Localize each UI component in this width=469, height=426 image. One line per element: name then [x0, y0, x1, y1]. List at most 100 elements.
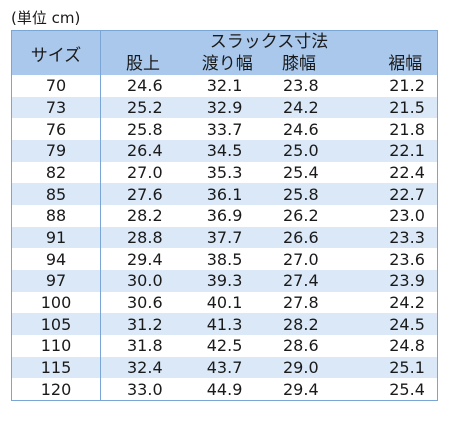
rise-cell: 27.6 — [100, 183, 185, 205]
rise-cell: 32.4 — [100, 356, 185, 379]
hem-width-cell: 23.0 — [353, 204, 438, 227]
hem-width-cell: 24.8 — [353, 334, 438, 357]
knee-width-cell: 28.6 — [269, 334, 354, 357]
size-cell: 100 — [11, 291, 101, 314]
rise-cell: 25.2 — [100, 96, 185, 119]
hem-width-cell: 21.8 — [353, 118, 438, 140]
unit-note: (単位 cm) — [11, 9, 81, 27]
hem-width-cell: 22.4 — [353, 161, 438, 184]
hem-width-cell: 22.7 — [353, 183, 438, 205]
rise-cell: 24.6 — [100, 75, 185, 97]
table-row: 94 29.4 38.5 27.0 23.6 — [11, 248, 438, 270]
knee-width-cell: 26.6 — [269, 226, 354, 249]
size-column-header: サイズ — [11, 30, 101, 75]
thigh-width-cell: 34.5 — [184, 139, 269, 162]
table-row: 82 27.0 35.3 25.4 22.4 — [11, 161, 438, 184]
table-row: 76 25.8 33.7 24.6 21.8 — [11, 118, 438, 140]
size-cell: 88 — [11, 204, 101, 227]
knee-width-cell: 27.4 — [269, 269, 354, 292]
hem-width-cell: 25.1 — [353, 356, 438, 379]
knee-width-cell: 29.0 — [269, 356, 354, 379]
hem-width-cell: 21.2 — [353, 75, 438, 97]
thigh-width-cell: 44.9 — [184, 378, 269, 401]
table-row: 110 31.8 42.5 28.6 24.8 — [11, 334, 438, 357]
size-cell: 105 — [11, 313, 101, 335]
table-row: 85 27.6 36.1 25.8 22.7 — [11, 183, 438, 205]
hem-width-cell: 24.2 — [353, 291, 438, 314]
rise-cell: 30.6 — [100, 291, 185, 314]
hem-width-cell: 24.5 — [353, 313, 438, 335]
rise-cell: 25.8 — [100, 118, 185, 140]
knee-width-cell: 28.2 — [269, 313, 354, 335]
rise-cell: 31.2 — [100, 313, 185, 335]
rise-cell: 30.0 — [100, 269, 185, 292]
size-cell: 76 — [11, 118, 101, 140]
table-body: 70 24.6 32.1 23.8 21.2 73 25.2 32.9 24.2 21.5 76 25… — [11, 75, 438, 401]
hem-width-cell: 25.4 — [353, 378, 438, 401]
rise-cell: 28.8 — [100, 226, 185, 249]
hem-width-cell: 21.5 — [353, 96, 438, 119]
table-row: 97 30.0 39.3 27.4 23.9 — [11, 269, 438, 292]
table-row: 115 32.4 43.7 29.0 25.1 — [11, 356, 438, 379]
rise-cell: 33.0 — [100, 378, 185, 401]
knee-width-cell: 24.6 — [269, 118, 354, 140]
knee-width-cell: 25.4 — [269, 161, 354, 184]
rise-cell: 28.2 — [100, 204, 185, 227]
slacks-dimensions-header: スラックス寸法 — [100, 30, 438, 53]
table-row: 73 25.2 32.9 24.2 21.5 — [11, 96, 438, 119]
thigh-width-cell: 33.7 — [184, 118, 269, 140]
thigh-width-cell: 42.5 — [184, 334, 269, 357]
size-cell: 79 — [11, 139, 101, 162]
thigh-width-cell: 36.9 — [184, 204, 269, 227]
hem-width-cell: 23.9 — [353, 269, 438, 292]
table-row: 79 26.4 34.5 25.0 22.1 — [11, 139, 438, 162]
slacks-size-table: サイズ スラックス寸法 股上 渡り幅 膝幅 裾幅 70 24.6 32.1 23.8 2… — [11, 30, 438, 401]
knee-width-cell: 24.2 — [269, 96, 354, 119]
thigh-width-cell: 39.3 — [184, 269, 269, 292]
thigh-width-cell: 40.1 — [184, 291, 269, 314]
table-row: 70 24.6 32.1 23.8 21.2 — [11, 75, 438, 97]
size-cell: 91 — [11, 226, 101, 249]
header-row-columns: 股上 渡り幅 膝幅 裾幅 — [12, 53, 438, 75]
knee-width-cell: 29.4 — [269, 378, 354, 401]
table-header: サイズ スラックス寸法 股上 渡り幅 膝幅 裾幅 — [11, 30, 438, 75]
size-cell: 73 — [11, 96, 101, 119]
rise-cell: 29.4 — [100, 248, 185, 270]
table-row: 120 33.0 44.9 29.4 25.4 — [11, 378, 438, 401]
rise-cell: 31.8 — [100, 334, 185, 357]
thigh-width-cell: 43.7 — [184, 356, 269, 379]
rise-cell: 26.4 — [100, 139, 185, 162]
knee-width-cell: 23.8 — [269, 75, 354, 97]
column-header-knee-width: 膝幅 — [269, 53, 354, 75]
hem-width-cell: 23.3 — [353, 226, 438, 249]
thigh-width-cell: 32.9 — [184, 96, 269, 119]
column-header-hem-width: 裾幅 — [353, 53, 438, 75]
table-row: 88 28.2 36.9 26.2 23.0 — [11, 204, 438, 227]
thigh-width-cell: 38.5 — [184, 248, 269, 270]
size-cell: 70 — [11, 75, 101, 97]
knee-width-cell: 25.8 — [269, 183, 354, 205]
knee-width-cell: 27.8 — [269, 291, 354, 314]
thigh-width-cell: 35.3 — [184, 161, 269, 184]
table-row: 100 30.6 40.1 27.8 24.2 — [11, 291, 438, 314]
column-header-rise: 股上 — [100, 53, 185, 75]
size-cell: 110 — [11, 334, 101, 357]
rise-cell: 27.0 — [100, 161, 185, 184]
knee-width-cell: 26.2 — [269, 204, 354, 227]
thigh-width-cell: 36.1 — [184, 183, 269, 205]
hem-width-cell: 22.1 — [353, 139, 438, 162]
size-cell: 94 — [11, 248, 101, 270]
size-cell: 82 — [11, 161, 101, 184]
size-cell: 97 — [11, 269, 101, 292]
knee-width-cell: 25.0 — [269, 139, 354, 162]
size-cell: 115 — [11, 356, 101, 379]
hem-width-cell: 23.6 — [353, 248, 438, 270]
header-row-group: サイズ スラックス寸法 — [11, 30, 438, 75]
knee-width-cell: 27.0 — [269, 248, 354, 270]
size-cell: 85 — [11, 183, 101, 205]
size-cell: 120 — [11, 378, 101, 401]
table-row: 105 31.2 41.3 28.2 24.5 — [11, 313, 438, 335]
thigh-width-cell: 37.7 — [184, 226, 269, 249]
column-header-thigh-width: 渡り幅 — [184, 53, 269, 75]
table-row: 91 28.8 37.7 26.6 23.3 — [11, 226, 438, 249]
